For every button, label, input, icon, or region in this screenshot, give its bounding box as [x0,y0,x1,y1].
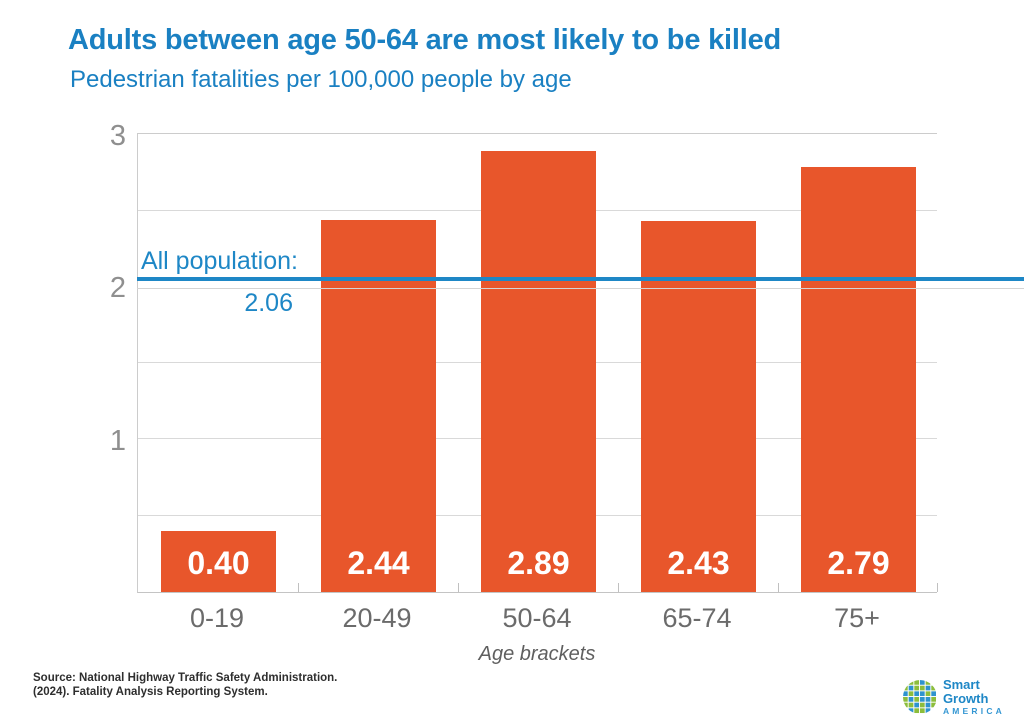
x-axis-title: Age brackets [478,643,596,665]
bar-value-label: 2.89 [507,545,570,581]
bar-value-label: 2.43 [667,545,730,581]
chart-title: Adults between age 50-64 are most likely… [68,24,782,56]
category-boundary-tick [778,583,779,592]
category-boundary-tick [618,583,619,592]
y-tick-label-1: 1 [109,425,126,457]
x-tick-label-65-74: 65-74 [662,603,732,633]
bar-65-74: 2.43 [641,221,756,592]
reference-line-value: 2.06 [244,289,293,317]
x-tick-label-20-49: 20-49 [342,603,412,633]
logo-mosaic-circle-icon [903,679,937,714]
reference-line-label: All population: [140,247,298,275]
bar-value-label: 2.44 [347,545,410,581]
plot-area: 0.40 2.44 2.89 2.43 2.79 [137,133,938,593]
category-boundary-tick [298,583,299,592]
bar-75+: 2.79 [801,167,916,592]
bar-value-label: 0.40 [187,545,250,581]
reference-line [137,277,1024,281]
category-boundary-tick [458,583,459,592]
smart-growth-america-logo: Smart Growth AMERICA [903,676,1024,717]
bar-0-19: 0.40 [161,531,276,592]
bar-value-label: 2.79 [827,545,890,581]
x-tick-label-50-64: 50-64 [502,603,572,633]
x-tick-label-75+: 75+ [834,603,880,633]
chart-subtitle: Pedestrian fatalities per 100,000 people… [70,66,572,93]
bar-50-64: 2.89 [481,151,596,592]
plot-right-edge-tick [937,583,938,592]
source-note: Source: National Highway Traffic Safety … [33,671,337,699]
y-tick-label-2: 2 [109,272,126,304]
source-line-1: Source: National Highway Traffic Safety … [33,672,338,684]
gridline-2-extended [137,288,1024,289]
source-line-2: (2024). Fatality Analysis Reporting Syst… [33,686,268,698]
x-tick-label-0-19: 0-19 [189,603,245,633]
logo-text: Smart Growth AMERICA [943,676,1024,717]
y-tick-label-3: 3 [109,120,126,152]
bar-20-49: 2.44 [321,220,436,592]
logo-subtext: AMERICA [942,706,1006,716]
logo-name: Smart Growth [942,677,989,706]
